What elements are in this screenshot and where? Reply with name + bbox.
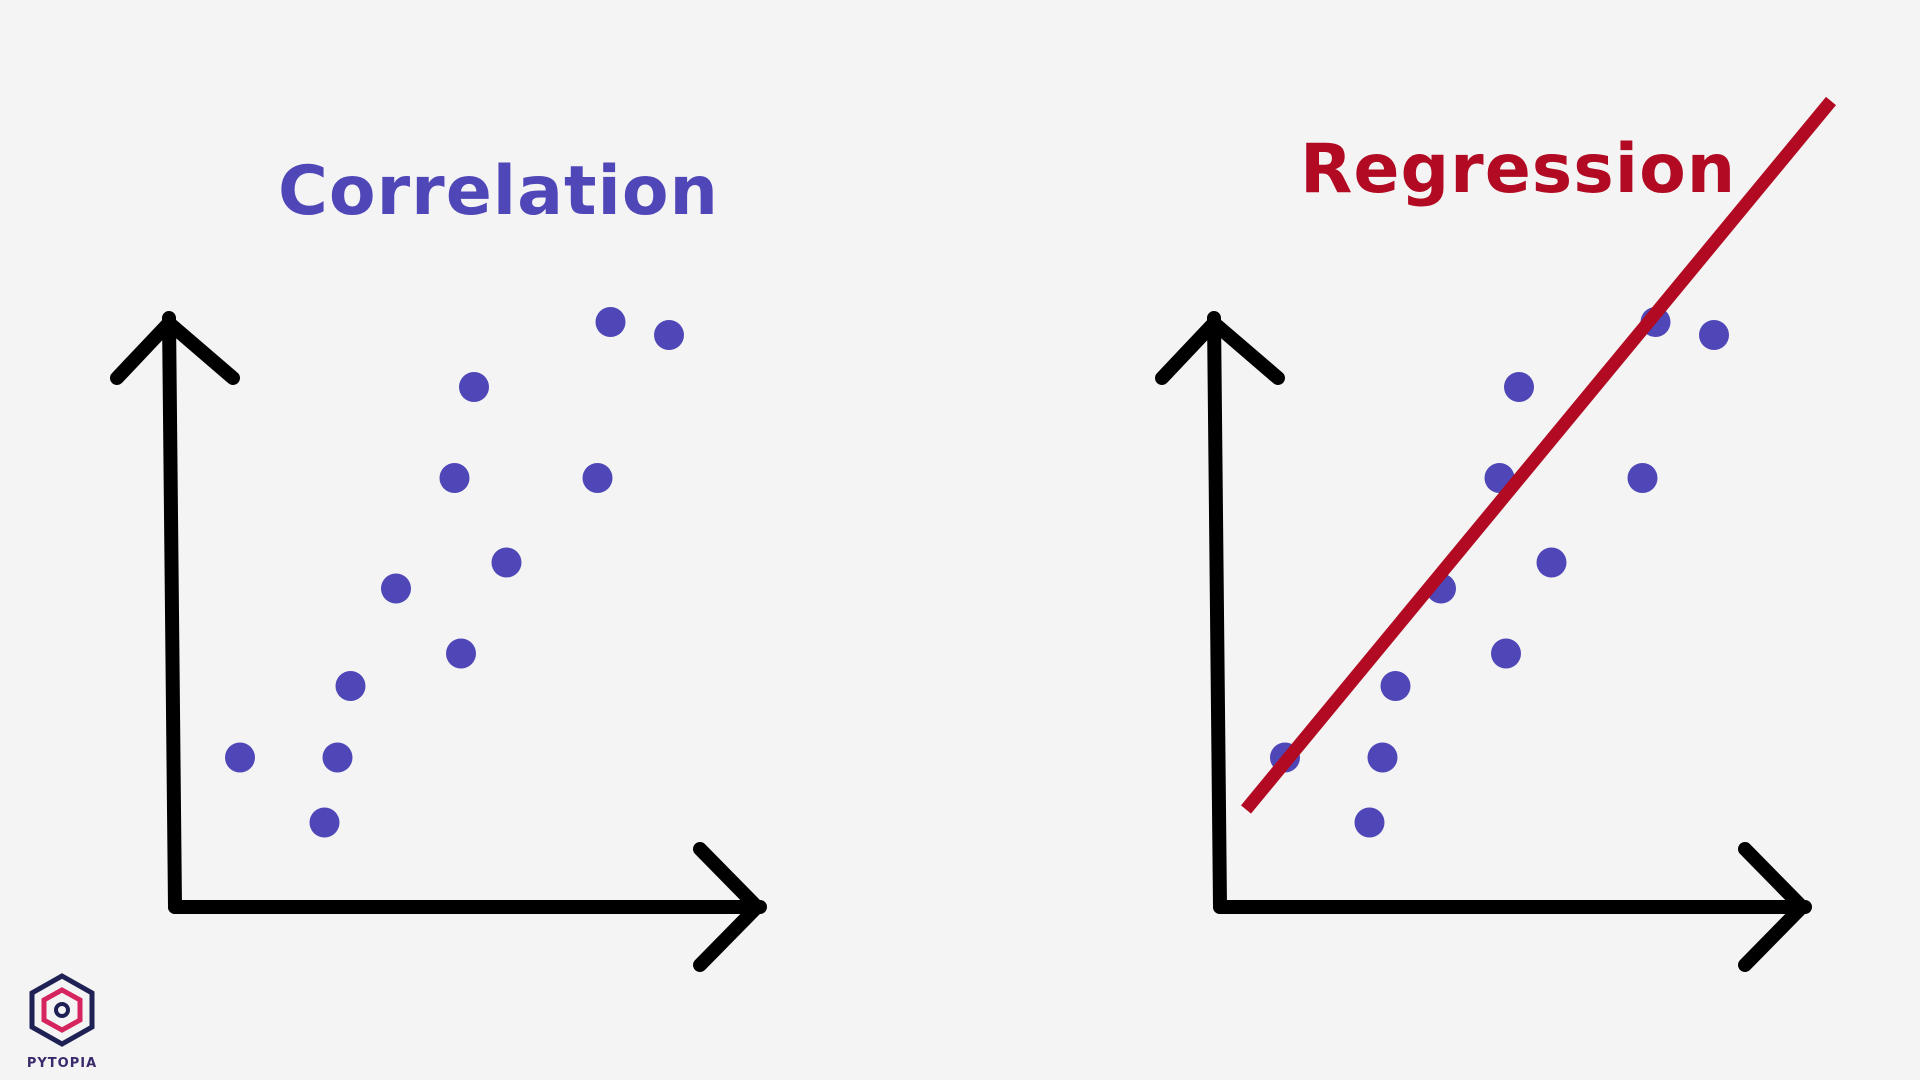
regression-data-point: [1504, 372, 1534, 402]
regression-y-axis: [1207, 311, 1227, 914]
correlation-data-point: [582, 463, 613, 493]
correlation-data-point: [309, 807, 340, 838]
regression-data-point: [1536, 547, 1567, 578]
regression-line: [1240, 96, 1837, 814]
correlation-data-point: [225, 742, 255, 773]
correlation-data-point: [446, 638, 476, 669]
correlation-data-point: [439, 463, 470, 493]
correlation-title: Correlation: [278, 152, 719, 231]
correlation-data-point: [381, 573, 411, 604]
regression-data-point: [1491, 638, 1521, 669]
regression-title: Regression: [1300, 130, 1737, 209]
correlation-data-point: [459, 372, 489, 402]
pytopia-logo-icon: [29, 973, 95, 1047]
correlation-data-point: [595, 307, 626, 337]
pytopia-logo-text: PYTOPIA: [26, 1056, 98, 1071]
regression-data-point: [1627, 463, 1658, 493]
regression-data-point: [1367, 742, 1398, 773]
correlation-data-point: [491, 547, 522, 578]
regression-data-point: [1354, 807, 1385, 838]
regression-x-axis-arrowhead: [1738, 842, 1809, 972]
regression-data-point: [1699, 320, 1729, 350]
correlation-x-axis-arrowhead: [693, 842, 764, 972]
correlation-data-point: [654, 320, 684, 350]
regression-y-axis-arrowhead: [1155, 316, 1285, 385]
correlation-data-point: [322, 742, 353, 773]
pytopia-logo: PYTOPIA: [24, 972, 100, 1071]
correlation-y-axis: [162, 311, 182, 914]
correlation-data-point: [335, 671, 366, 701]
regression-data-point: [1380, 671, 1411, 701]
correlation-y-axis-arrowhead: [110, 316, 240, 385]
